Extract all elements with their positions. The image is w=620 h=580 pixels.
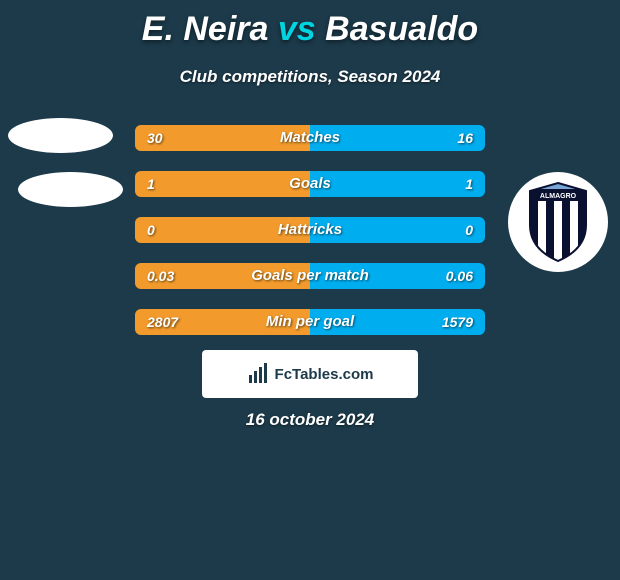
subtitle: Club competitions, Season 2024 [0, 67, 620, 87]
stat-label: Goals per match [135, 263, 485, 289]
bar-chart-icon [247, 363, 269, 385]
comparison-title: E. Neira vs Basualdo [0, 0, 620, 49]
player1-name: E. Neira [142, 10, 269, 48]
almagro-shield-icon: ALMAGRO [522, 181, 594, 263]
stat-label: Goals [135, 171, 485, 197]
stat-row: 3016Matches [135, 125, 485, 151]
footer-brand-box: FcTables.com [202, 350, 418, 398]
stat-row: 0.030.06Goals per match [135, 263, 485, 289]
snapshot-date: 16 october 2024 [0, 410, 620, 430]
player2-club-badge: ALMAGRO [508, 172, 608, 272]
stat-label: Matches [135, 125, 485, 151]
stat-label: Min per goal [135, 309, 485, 335]
player2-name: Basualdo [325, 10, 478, 48]
vs-word: vs [278, 10, 316, 48]
footer-brand-text: FcTables.com [275, 366, 374, 383]
svg-text:ALMAGRO: ALMAGRO [540, 193, 577, 200]
player1-photo-placeholder-2 [18, 172, 123, 207]
stat-row: 00Hattricks [135, 217, 485, 243]
stat-rows: 3016Matches 11Goals 00Hattricks 0.030.06Goa… [135, 125, 485, 355]
stat-row: 11Goals [135, 171, 485, 197]
player1-photo-placeholder [8, 118, 113, 153]
stat-label: Hattricks [135, 217, 485, 243]
stat-row: 28071579Min per goal [135, 309, 485, 335]
